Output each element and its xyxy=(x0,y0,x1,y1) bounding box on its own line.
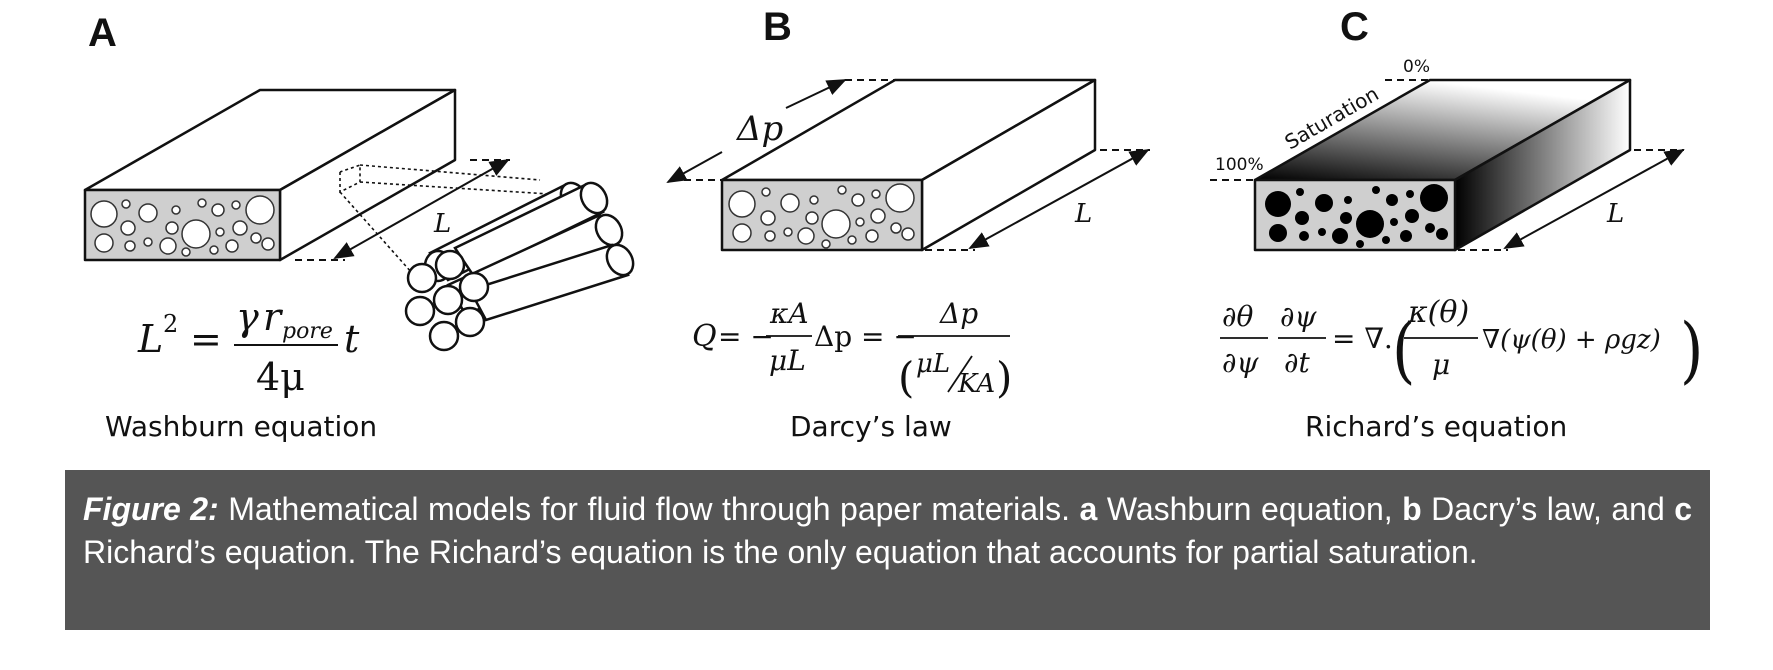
panel-b-paper-slab xyxy=(720,78,1097,252)
panel-a-paper-slab xyxy=(83,88,457,262)
eq-a-gamma: γ xyxy=(236,295,259,339)
panel-b-pressure-arrow xyxy=(666,79,895,183)
tube xyxy=(468,243,635,322)
panel-c-saturation-guides xyxy=(1210,79,1430,181)
eq-c-dt: ∂t xyxy=(1284,346,1310,379)
caption-part4: Richard’s equation. The Richard’s equati… xyxy=(83,534,1478,570)
eq-c-equals-nabla: = ∇. xyxy=(1332,322,1393,355)
panel-b-pores xyxy=(728,183,915,249)
eq-a-sub-pore: pore xyxy=(282,319,333,344)
eq-b-lparen: ( xyxy=(898,353,914,402)
panel-a-length-arrow xyxy=(295,159,510,261)
eq-a-lhs-sup: 2 xyxy=(163,310,178,338)
panel-a-capillary-tubes xyxy=(404,181,635,352)
panel-a-letter: A xyxy=(88,11,117,55)
figure-diagram: A L xyxy=(83,5,1703,443)
caption-part2: Washburn equation, xyxy=(1097,491,1403,527)
eq-b-frac2-den-a: μL xyxy=(916,349,950,379)
eq-b-frac1-num: κA xyxy=(769,297,809,330)
panel-c-length-label: L xyxy=(1606,199,1624,229)
panel-c-letter: C xyxy=(1340,5,1369,49)
eq-b-rparen: ) xyxy=(996,353,1012,402)
eq-c-rest: ∇(ψ(θ) + ρgz) xyxy=(1482,325,1661,355)
figure-caption: Figure 2: Mathematical models for fluid … xyxy=(65,470,1710,630)
panel-c-pct-high: 100% xyxy=(1215,155,1264,175)
eq-c-k-num: κ(θ) xyxy=(1407,295,1469,330)
eq-c-dpsi2: ∂ψ xyxy=(1280,300,1317,333)
panel-c-paper-slab xyxy=(1253,78,1632,252)
eq-b-frac1-den: μL xyxy=(769,344,806,377)
panel-b-pressure-label: Δp xyxy=(735,109,783,149)
panel-a-zoom-lines xyxy=(339,163,566,283)
eq-a-t: t xyxy=(344,317,360,361)
panel-b-length-label: L xyxy=(1074,199,1092,229)
eq-a-equals: = xyxy=(190,317,222,361)
eq-b-part1: = − xyxy=(718,320,774,353)
panel-b-label: Darcy’s law xyxy=(790,410,952,443)
eq-c-rparen: ) xyxy=(1680,307,1703,392)
eq-b-frac2-den-b: KA xyxy=(957,369,995,399)
tube xyxy=(453,181,609,277)
caption-a: a xyxy=(1079,491,1098,527)
eq-b-q: Q xyxy=(692,319,717,354)
panel-c-filled-pores xyxy=(1265,184,1448,248)
panel-c-pct-low: 0% xyxy=(1403,57,1430,77)
panel-b-length-arrow xyxy=(925,149,1150,251)
caption-part1: Mathematical models for fluid flow throu… xyxy=(218,491,1080,527)
eq-a-denominator: 4μ xyxy=(256,355,305,399)
eq-c-dtheta: ∂θ xyxy=(1222,300,1253,333)
eq-c-k-den: μ xyxy=(1432,348,1450,381)
panel-a-length-label: L xyxy=(433,209,451,239)
panel-c-label: Richard’s equation xyxy=(1305,410,1567,443)
caption-c: c xyxy=(1674,491,1693,527)
eq-c-lparen: ( xyxy=(1392,307,1415,392)
panel-c-length-arrow xyxy=(1458,149,1685,251)
darcy-equation: Q = − κA μL Δp = − Δp ( μL KA ) xyxy=(692,297,1012,402)
richard-equation: ∂θ ∂ψ ∂ψ ∂t = ∇. ( κ(θ) μ ∇(ψ(θ) + ρgz) … xyxy=(1220,295,1703,392)
caption-b: b xyxy=(1402,491,1422,527)
panel-a: A L xyxy=(83,11,635,443)
eq-a-r: r xyxy=(263,295,284,339)
eq-b-slash xyxy=(947,355,973,393)
panel-a-label: Washburn equation xyxy=(105,410,377,443)
eq-c-dpsi: ∂ψ xyxy=(1222,346,1259,379)
caption-lead: Figure 2: xyxy=(83,491,219,527)
panel-c: C 100% 0% Saturation xyxy=(1210,5,1703,443)
eq-b-frac2-num: Δp xyxy=(939,297,978,330)
panel-b-letter: B xyxy=(763,5,792,49)
panel-a-pores xyxy=(90,195,275,257)
washburn-equation: L 2 = γ r pore 4μ t xyxy=(137,295,360,399)
eq-a-lhs: L xyxy=(137,317,163,361)
panel-b: B Δp L xyxy=(666,5,1150,443)
caption-part3: Dacry’s law, and xyxy=(1421,491,1675,527)
